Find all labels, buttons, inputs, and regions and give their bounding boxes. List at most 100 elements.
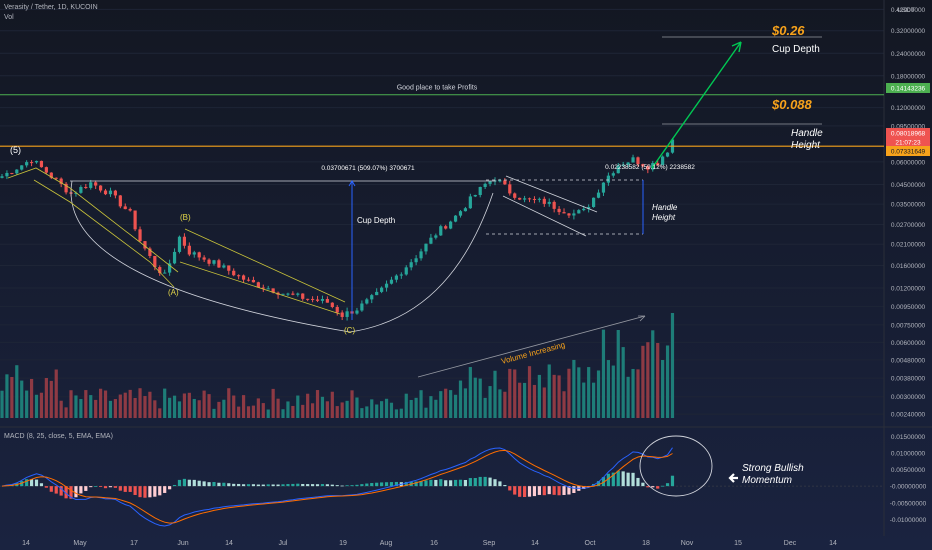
volume-bar [508, 368, 512, 418]
volume-bar [94, 399, 98, 418]
symbol-title[interactable]: Verasity / Tether, 1D, KUCOIN [4, 4, 98, 11]
volume-bar [261, 403, 265, 418]
candle [266, 288, 270, 290]
candle [217, 260, 221, 268]
macd-histogram-bar [202, 481, 206, 487]
macd-histogram-bar [177, 479, 182, 487]
macd-histogram-bar [419, 481, 423, 487]
price-tick-label: 0.00480000 [891, 357, 926, 364]
candle [163, 272, 167, 274]
price-tick-label: 0.04500000 [891, 182, 926, 189]
wave-channel-top [7, 167, 179, 273]
candle [138, 229, 142, 242]
volume-bar [281, 409, 285, 418]
volume-bar [587, 367, 591, 418]
macd-histogram-bar [256, 484, 260, 487]
macd-histogram-bar [601, 477, 606, 487]
candle [84, 187, 88, 189]
macd-histogram-bar [611, 472, 615, 487]
macd-histogram-bar [453, 479, 458, 487]
candle [389, 279, 394, 284]
macd-histogram-bar [138, 486, 142, 498]
macd-histogram-bar [389, 482, 394, 487]
macd-tick-label: 0.00500000 [891, 467, 926, 474]
volume-bar [315, 390, 320, 418]
volume-bar [513, 369, 517, 418]
volume-bar [29, 378, 34, 418]
volume-bar [5, 374, 9, 418]
candle [340, 312, 344, 317]
candle [103, 190, 108, 195]
macd-tick-label: -0.00000000 [890, 484, 927, 491]
candle [99, 185, 103, 191]
volume-bar [518, 382, 522, 418]
candle [439, 226, 443, 236]
macd-histogram-bar [631, 472, 635, 487]
candle [424, 243, 428, 252]
macd-histogram-bar [478, 476, 482, 487]
macd-tick-label: -0.00500000 [890, 500, 927, 507]
profit-label: Good place to take Profits [397, 85, 478, 92]
candle [89, 182, 93, 188]
volume-bar [20, 380, 24, 418]
time-axis[interactable]: 14 May 17 Jun 14 Jul 19 Aug 16 Sep 14 Oct 18 Nov 15 Dec… [22, 540, 837, 547]
volume-bar [365, 406, 369, 418]
macd-histogram-bar [375, 482, 379, 487]
macd-histogram-bar [439, 479, 443, 487]
macd-histogram-bar [468, 478, 472, 487]
volume-bar [522, 382, 527, 418]
volume-bar [646, 342, 650, 418]
volume-bar [345, 400, 349, 418]
price-tick-label: 0.42000000 [891, 7, 926, 14]
candle [621, 164, 625, 166]
volume-bar [39, 392, 44, 418]
volume-bar [74, 395, 78, 418]
candle [5, 172, 9, 177]
time-tick-label: 15 [734, 540, 742, 547]
volume-bar [434, 399, 438, 418]
price-tick-label: 0.00240000 [891, 412, 926, 419]
candle [522, 198, 527, 200]
candle [636, 157, 640, 165]
volume-bar [291, 405, 295, 418]
candle [296, 293, 300, 295]
volume-bar [168, 397, 172, 418]
macd-histogram-bar [301, 483, 305, 487]
volume-bars [0, 313, 675, 418]
price-badge [886, 83, 930, 93]
macd-histogram-bar [522, 486, 527, 498]
candle [345, 311, 349, 317]
candle [577, 210, 581, 214]
volume-bar [384, 398, 389, 418]
volume-bar [138, 388, 142, 418]
macd-histogram-bar [246, 484, 251, 487]
macd-histogram-bar [187, 479, 191, 487]
volume-bar [626, 376, 630, 418]
macd-histogram-bar [463, 479, 468, 487]
macd-histogram-bar [562, 486, 566, 495]
price-tick-label: 0.00750000 [891, 322, 926, 329]
macd-histogram-bar [168, 486, 172, 490]
time-tick-label: Oct [585, 540, 596, 547]
macd-histogram-bar [34, 479, 39, 487]
candle [212, 260, 216, 264]
candle [286, 293, 290, 295]
volume-bar [503, 391, 507, 418]
macd-histogram-bar [207, 482, 211, 487]
volume-bar [177, 401, 182, 418]
volume-bar [468, 367, 472, 418]
volume-bar [592, 382, 596, 418]
macd-histogram-bar [330, 484, 334, 487]
macd-histogram-bar [503, 485, 507, 487]
macd-histogram-bar [286, 484, 290, 487]
price-badge-label: 0.07331649 [891, 149, 926, 156]
volume-bar [276, 398, 280, 418]
volume-bar [0, 390, 4, 418]
volume-bar [463, 388, 468, 418]
macd-histogram-bar [483, 476, 487, 487]
candle [468, 196, 472, 209]
macd-histogram-bar [582, 486, 586, 489]
